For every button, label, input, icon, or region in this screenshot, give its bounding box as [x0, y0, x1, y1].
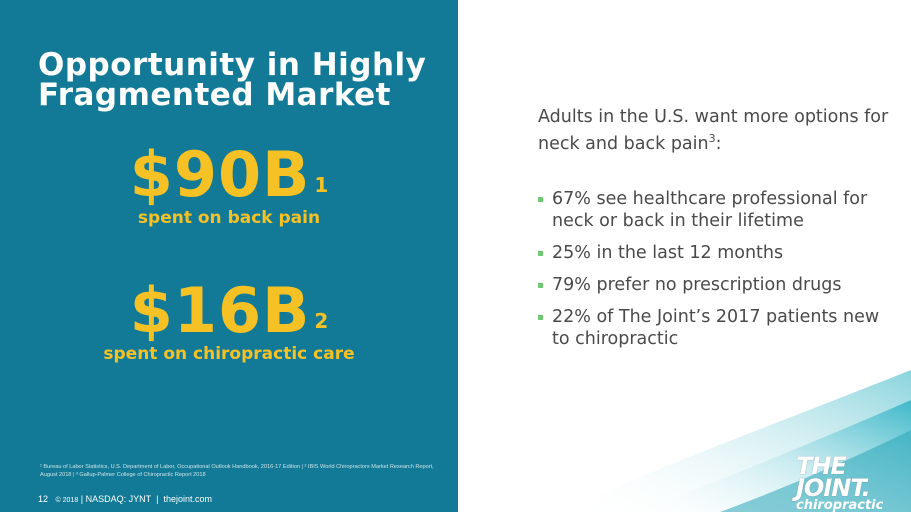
bullet-square-icon	[538, 315, 543, 320]
stat-label: spent on chiropractic care	[103, 344, 355, 364]
bullet-text: 79% prefer no prescription drugs	[552, 275, 842, 295]
bullet-square-icon	[538, 283, 543, 288]
bullet-text: 25% in the last 12 months	[552, 243, 784, 263]
stat-back-pain: $90B 1 spent on back pain	[0, 144, 458, 229]
ticker: NASDAQ: JYNT	[85, 494, 152, 504]
stat-chiropractic-care: $16B 2 spent on chiropractic care	[0, 280, 458, 365]
footer-separator: |	[156, 494, 159, 504]
title-line-2: Fragmented Market	[38, 77, 391, 113]
footnote-sources: ¹ Bureau of Labor Statistics, U.S. Depar…	[40, 464, 434, 478]
logo-wordmark: THE JOINT.	[796, 452, 871, 502]
bullet-text: 67% see healthcare professional for neck…	[552, 189, 868, 231]
bullet-text: 22% of The Joint’s 2017 patients new to …	[552, 307, 880, 349]
intro-suffix: :	[715, 133, 722, 154]
title-line-1: Opportunity in Highly	[38, 47, 427, 83]
slide-footer: 12 © 2018 | NASDAQ: JYNT | thejoint.com	[38, 494, 212, 504]
bullet-item: 22% of The Joint’s 2017 patients new to …	[538, 306, 898, 350]
bullet-item: 67% see healthcare professional for neck…	[538, 188, 898, 232]
bullet-square-icon	[538, 251, 543, 256]
stat-value: $16B 2	[0, 280, 458, 342]
stat-value: $90B 1	[0, 144, 458, 206]
stat-value-text: $16B	[129, 274, 311, 347]
stat-label: spent on back pain	[137, 208, 321, 228]
logo-tagline: chiropractic	[796, 498, 884, 513]
bullet-square-icon	[538, 197, 543, 202]
footer-separator: |	[80, 494, 84, 504]
bullet-item: 79% prefer no prescription drugs	[538, 274, 898, 296]
intro-body: Adults in the U.S. want more options for…	[538, 107, 889, 154]
left-panel	[0, 0, 458, 512]
slide-title: Opportunity in Highly Fragmented Market	[38, 47, 427, 113]
intro-footnote-ref: 3	[708, 132, 716, 145]
stat-value-text: $90B	[129, 138, 311, 211]
page-number: 12	[38, 494, 49, 504]
stat-footnote-ref: 2	[314, 309, 329, 333]
website-link[interactable]: thejoint.com	[163, 494, 213, 504]
the-joint-logo: THE JOINT. chiropractic	[796, 452, 911, 513]
right-content: Adults in the U.S. want more options for…	[538, 106, 898, 349]
bullet-item: 25% in the last 12 months	[538, 242, 898, 264]
bullet-list: 67% see healthcare professional for neck…	[538, 188, 898, 360]
stat-footnote-ref: 1	[314, 173, 329, 197]
intro-text: Adults in the U.S. want more options for…	[538, 106, 898, 155]
copyright: © 2018	[55, 497, 79, 504]
